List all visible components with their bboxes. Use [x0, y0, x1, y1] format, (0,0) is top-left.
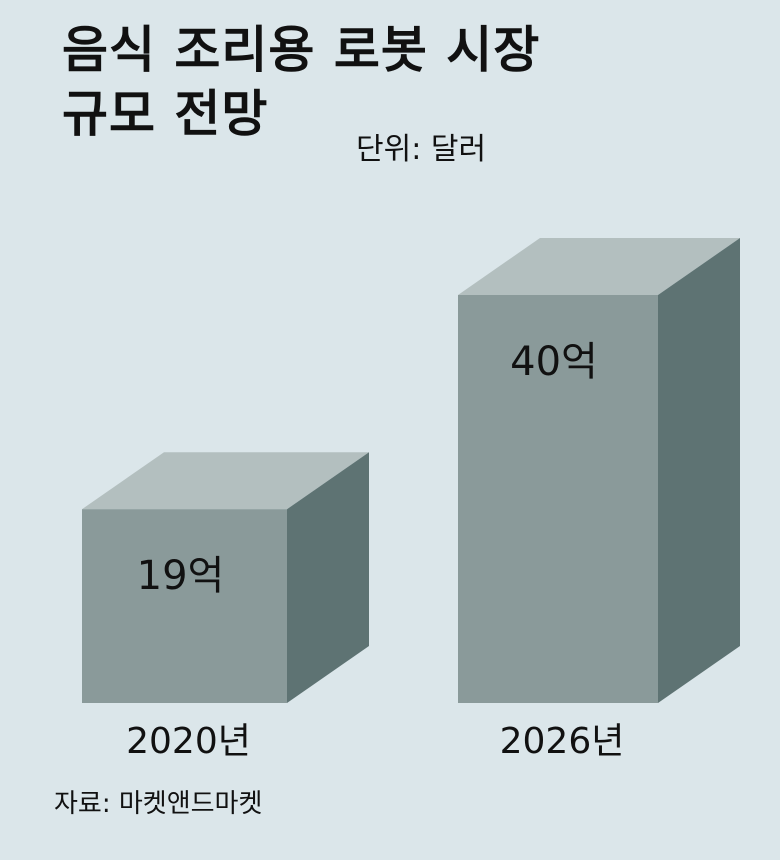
- bar-2026: [458, 238, 740, 703]
- category-label-2026: 2026년: [500, 721, 625, 762]
- title-line-2: 규모 전망: [62, 85, 269, 143]
- chart-title: 음식 조리용 로봇 시장 규모 전망: [62, 18, 540, 146]
- bar-2026-side-face: [658, 238, 740, 703]
- bar-2020: [82, 452, 369, 703]
- value-label-2020: 19억: [137, 553, 225, 599]
- category-label-2020: 2020년: [126, 721, 251, 762]
- bar-2020-top-face: [82, 452, 369, 510]
- bar-2020-side-face: [287, 452, 369, 703]
- source-note: 자료: 마켓앤드마켓: [54, 789, 263, 819]
- bar-2026-top-face: [458, 238, 740, 295]
- title-line-1: 음식 조리용 로봇 시장: [62, 21, 541, 79]
- value-label-2026: 40억: [510, 339, 598, 385]
- bar-2020-front-face: [82, 509, 287, 703]
- bar-2026-front-face: [458, 295, 658, 703]
- unit-label: 단위: 달러: [356, 132, 487, 167]
